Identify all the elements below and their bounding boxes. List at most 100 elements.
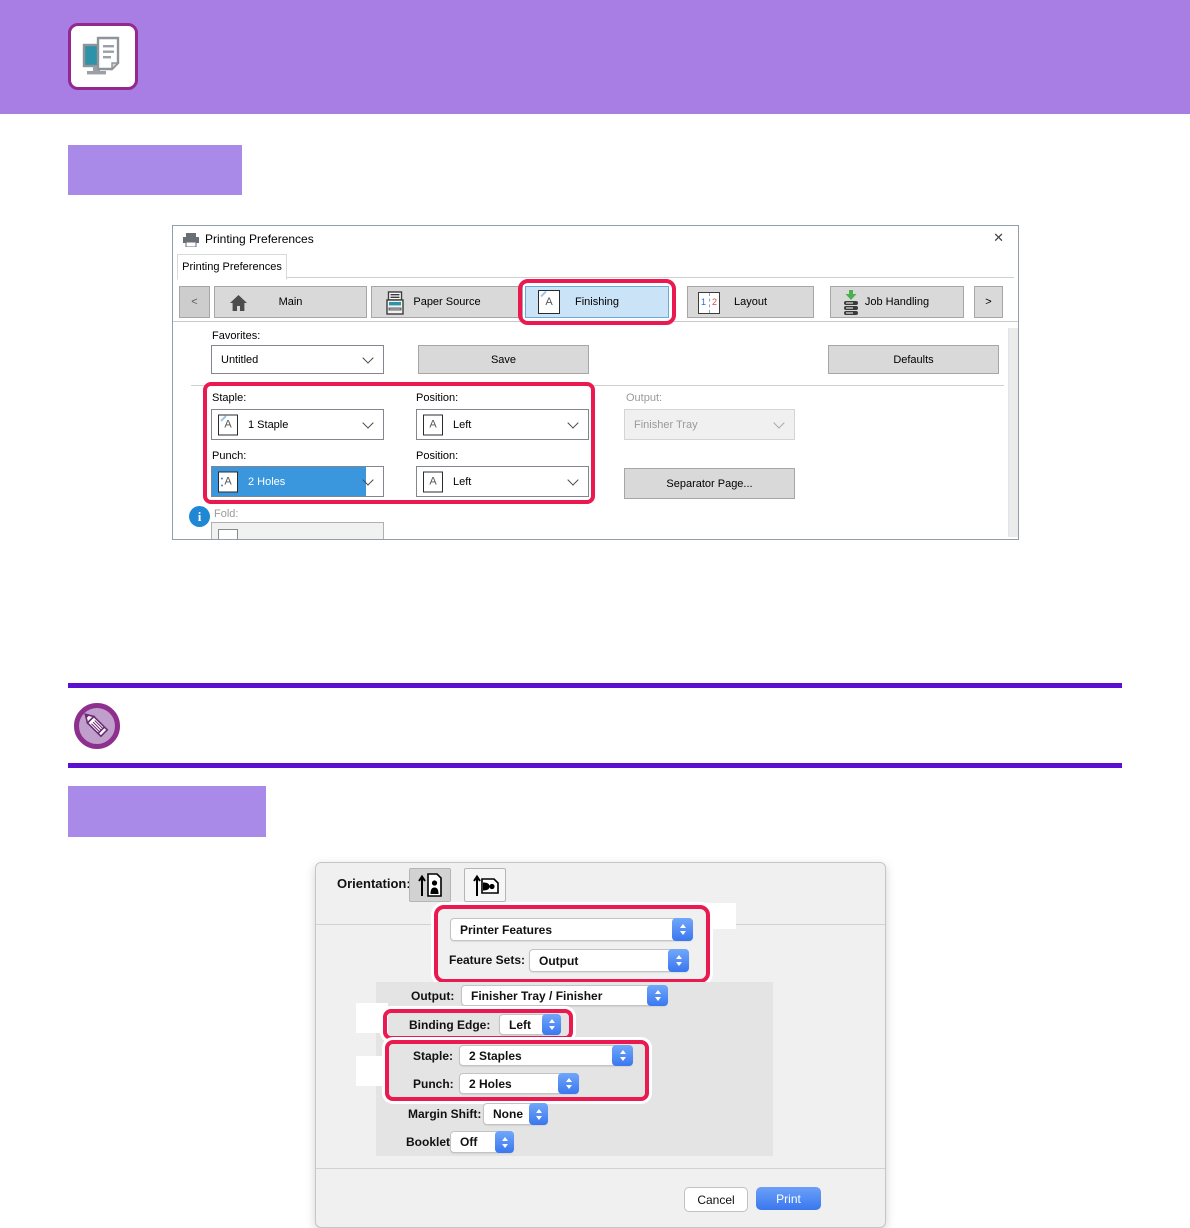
- output-select[interactable]: Finisher Tray / Finisher: [461, 985, 668, 1006]
- staple-position-select[interactable]: A Left: [416, 409, 589, 440]
- printer-features-select[interactable]: Printer Features: [450, 918, 693, 941]
- tab-paper-source[interactable]: Paper Source: [371, 286, 523, 318]
- chevron-down-icon: [362, 351, 374, 364]
- pencil-note-icon: [74, 703, 120, 749]
- finishing-page-icon: A: [538, 290, 560, 314]
- save-button[interactable]: Save: [418, 345, 589, 374]
- margin-shift-select[interactable]: None: [483, 1103, 548, 1125]
- punch-position-select[interactable]: A Left: [416, 466, 589, 497]
- printer-features-value: Printer Features: [460, 922, 553, 937]
- fold-label: Fold:: [214, 508, 239, 520]
- info-icon: i: [189, 506, 210, 527]
- tab-main[interactable]: Main: [214, 286, 367, 318]
- tab-layout[interactable]: 1 2 Layout: [687, 286, 814, 318]
- margin-shift-label: Margin Shift:: [408, 1107, 482, 1121]
- landscape-orientation-icon: [473, 874, 499, 896]
- section-label-windows: [68, 145, 242, 195]
- feature-sets-select[interactable]: Output: [529, 949, 689, 972]
- output-value: Finisher Tray: [634, 418, 698, 431]
- favorites-label: Favorites:: [212, 330, 261, 342]
- favorites-select[interactable]: Untitled: [211, 345, 384, 374]
- tab-job-handling[interactable]: Job Handling: [830, 286, 964, 318]
- cancel-button[interactable]: Cancel: [684, 1187, 748, 1212]
- punch-value: 2 Holes: [469, 1076, 512, 1091]
- staple-label: Staple:: [413, 1049, 454, 1063]
- chevron-down-icon: [567, 416, 579, 429]
- home-icon: [230, 295, 247, 311]
- separator-page-button[interactable]: Separator Page...: [624, 468, 795, 499]
- note-divider-top: [68, 683, 1122, 688]
- punch-position-value: Left: [453, 475, 472, 488]
- staple-select[interactable]: 2 Staples: [459, 1045, 633, 1066]
- booklet-select[interactable]: Off: [450, 1131, 514, 1153]
- stepper-icon: [612, 1045, 633, 1066]
- section-label-macos: [68, 786, 266, 837]
- tab-printing-preferences[interactable]: Printing Preferences: [177, 254, 287, 280]
- chevron-down-icon: [773, 416, 785, 429]
- staple-position-value: Left: [453, 418, 472, 431]
- tab-finishing-label: Finishing: [574, 296, 620, 308]
- stepper-icon: [529, 1103, 548, 1125]
- staple-page-icon: A: [218, 414, 238, 435]
- staple-position-label: Position:: [416, 392, 459, 404]
- punch-select[interactable]: A 2 Holes: [211, 466, 384, 497]
- dialog-title: Printing Preferences: [205, 232, 314, 246]
- tab-layout-label: Layout: [733, 296, 768, 308]
- orientation-landscape-button[interactable]: [464, 868, 506, 902]
- punch-position-label: Position:: [416, 450, 459, 462]
- output-value: Finisher Tray / Finisher: [471, 988, 603, 1003]
- stepper-icon: [495, 1131, 514, 1153]
- stepper-icon: [558, 1073, 579, 1094]
- defaults-button[interactable]: Defaults: [828, 345, 999, 374]
- layout-pages-icon: 1 2: [698, 292, 720, 314]
- margin-shift-value: None: [493, 1107, 523, 1121]
- tab-finishing[interactable]: A Finishing: [525, 286, 669, 318]
- dialog-separator-bottom: [316, 1168, 885, 1169]
- portrait-orientation-icon: [418, 873, 442, 897]
- chevron-down-icon: [567, 473, 579, 486]
- toolbar-next-button[interactable]: >: [974, 286, 1003, 318]
- job-spool-icon: [844, 290, 858, 315]
- punch-value: 2 Holes: [248, 475, 286, 488]
- highlight-staple-punch: [385, 1040, 649, 1101]
- note-divider-bottom: [68, 763, 1122, 768]
- tab-paper-source-label: Paper Source: [413, 296, 481, 308]
- output-label: Output:: [411, 989, 455, 1003]
- binding-edge-label: Binding Edge:: [409, 1018, 491, 1032]
- output-select-disabled: Finisher Tray: [624, 409, 795, 440]
- callout-blank-1: [671, 258, 688, 277]
- orientation-portrait-button[interactable]: [409, 868, 451, 902]
- tab-main-label: Main: [278, 296, 303, 308]
- chevron-down-icon: [362, 416, 374, 429]
- punch-select[interactable]: 2 Holes: [459, 1073, 579, 1094]
- toolbar-underline: [173, 321, 1018, 322]
- macos-print-dialog: Orientation: Printer Features: [315, 862, 886, 1228]
- stepper-icon: [668, 949, 689, 972]
- booklet-value: Off: [460, 1135, 478, 1149]
- highlight-binding-edge: [383, 1009, 573, 1040]
- staple-select[interactable]: A 1 Staple: [211, 409, 384, 440]
- callout-blank-3: [356, 1003, 388, 1033]
- print-button[interactable]: Print: [756, 1187, 821, 1210]
- staple-label: Staple:: [212, 392, 247, 404]
- feature-sets-value: Output: [539, 953, 579, 968]
- windows-printing-preferences-dialog: Printing Preferences ✕ Printing Preferen…: [172, 225, 1019, 540]
- staple-value: 1 Staple: [248, 418, 289, 431]
- tab-strip-line: [177, 277, 1014, 278]
- section-divider: [191, 385, 1004, 386]
- fold-page-icon: [218, 529, 238, 539]
- punch-label: Punch:: [212, 450, 247, 462]
- printer-icon: [183, 233, 199, 247]
- position-page-icon: A: [423, 414, 443, 435]
- booklet-label: Booklet:: [406, 1135, 454, 1149]
- binding-edge-select[interactable]: Left: [499, 1014, 561, 1035]
- vertical-scrollbar[interactable]: [1008, 328, 1018, 537]
- close-icon[interactable]: ✕: [993, 230, 1004, 245]
- punch-page-icon: A: [218, 471, 238, 492]
- printer-tray-icon: [386, 291, 404, 315]
- stepper-icon: [672, 918, 693, 941]
- stepper-icon: [542, 1014, 561, 1035]
- orientation-label: Orientation:: [337, 876, 411, 891]
- toolbar-back-button[interactable]: <: [179, 286, 210, 318]
